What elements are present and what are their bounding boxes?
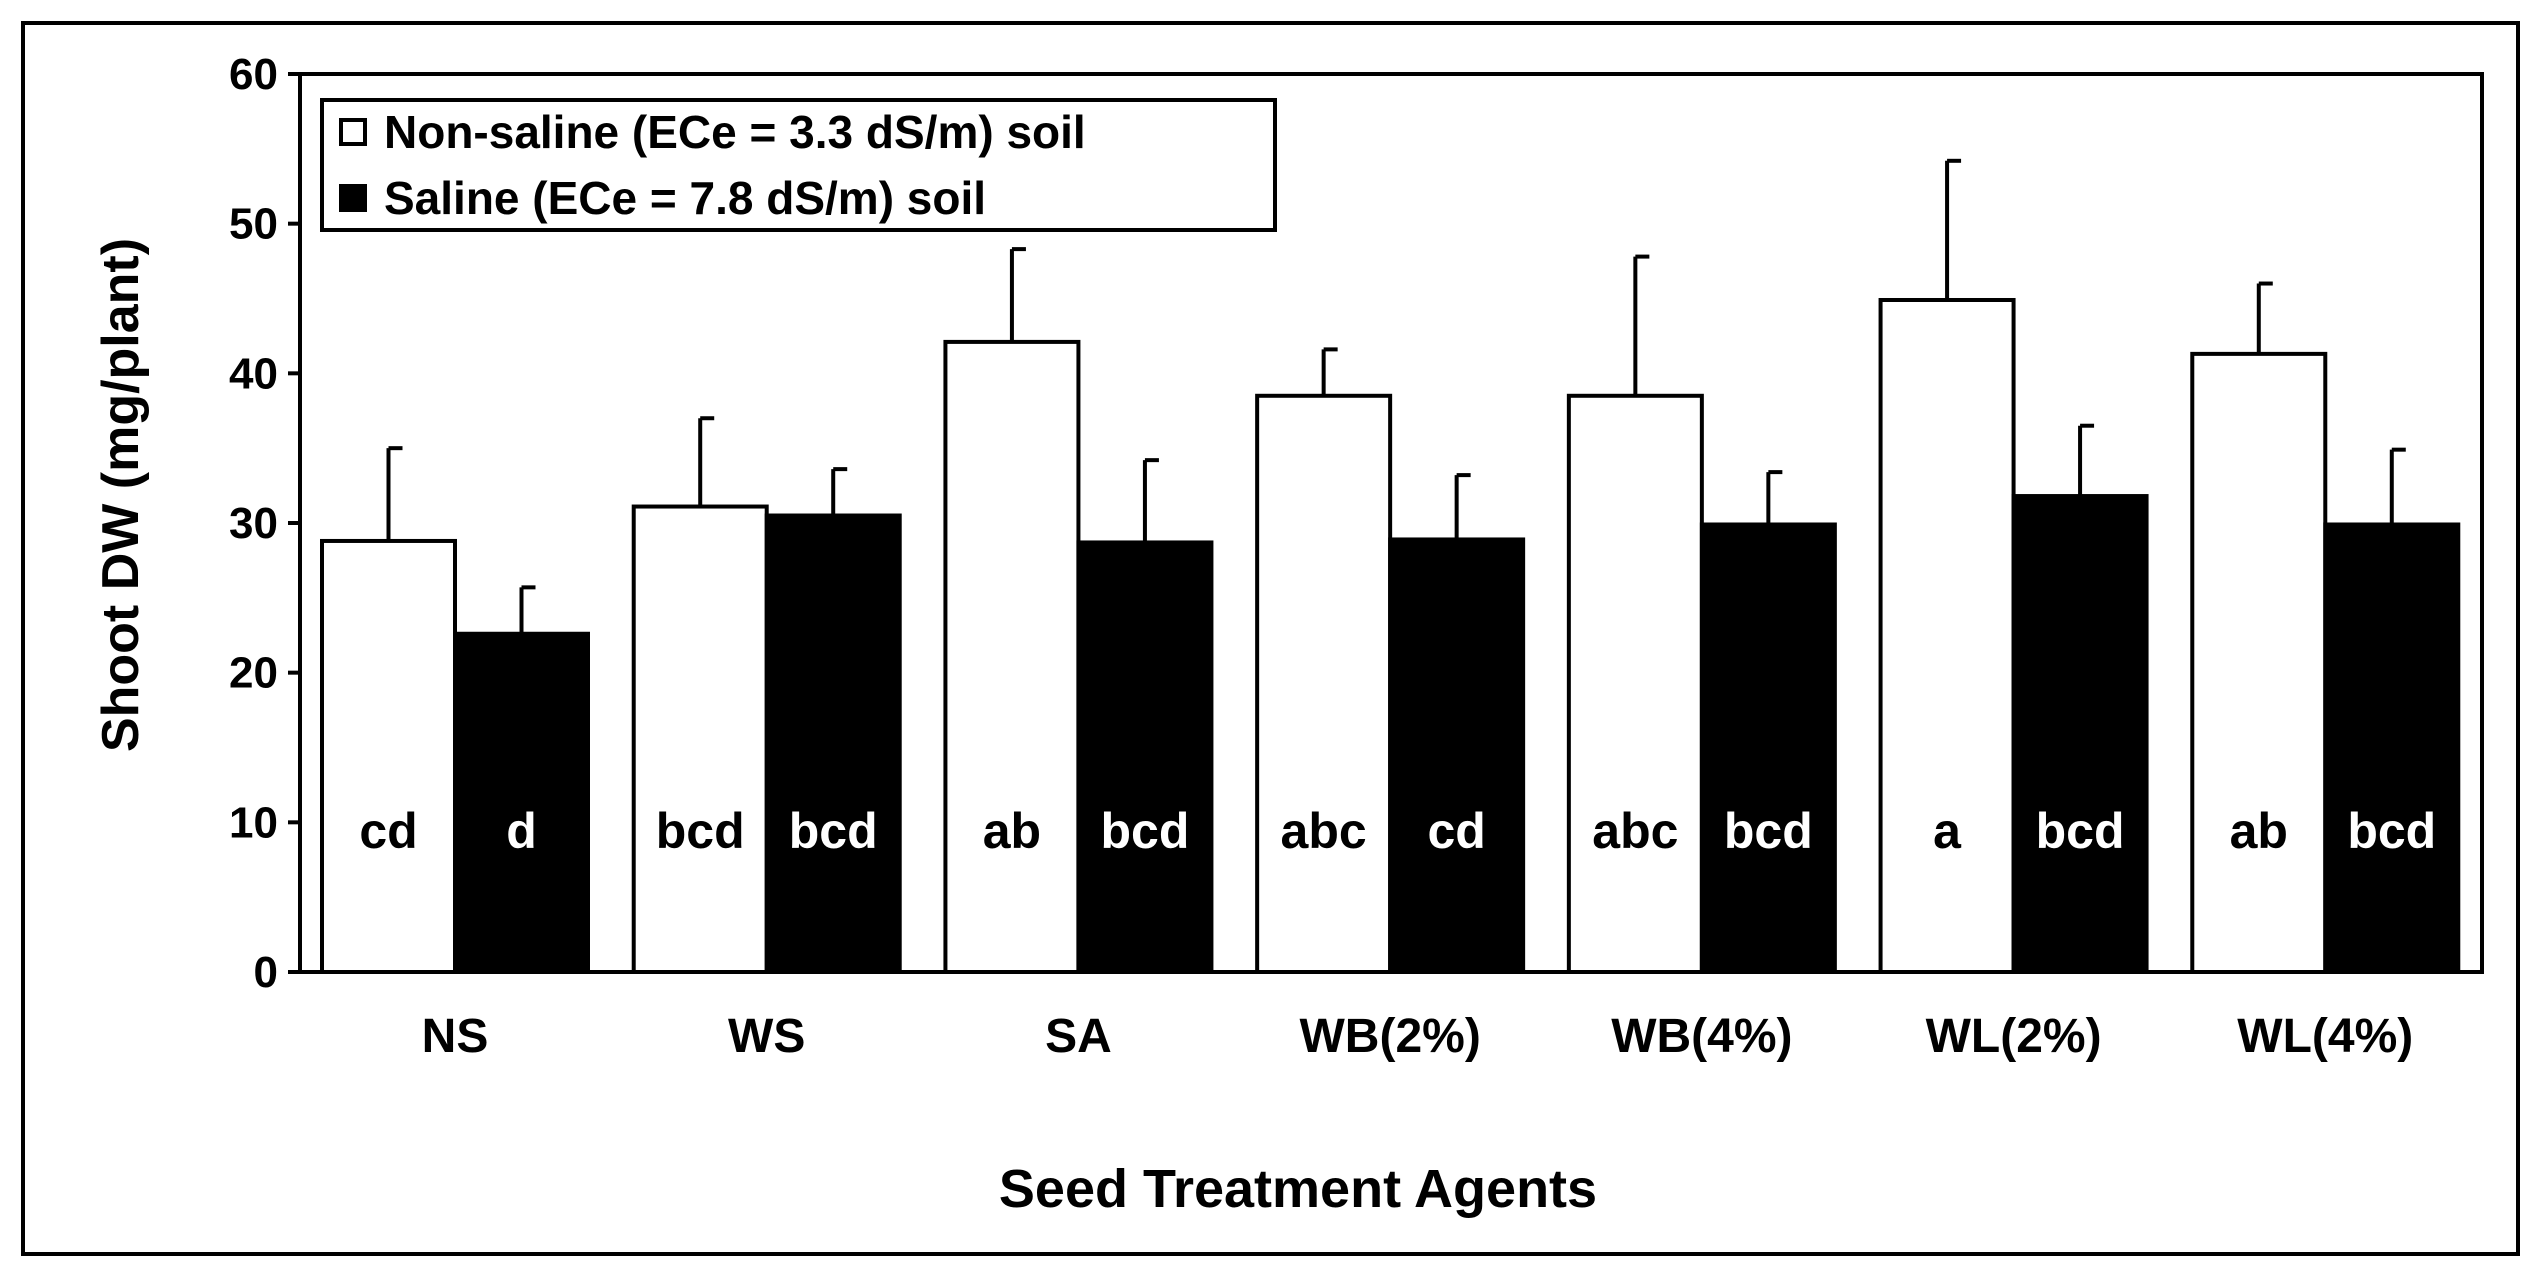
significance-letter: a [1933, 803, 1962, 859]
y-tick-label: 20 [229, 649, 278, 698]
y-tick-label: 0 [254, 948, 278, 997]
legend-label-non-saline: Non-saline (ECe = 3.3 dS/m) soil [384, 106, 1086, 158]
bar [1699, 522, 1837, 974]
significance-letter: bcd [2036, 803, 2125, 859]
bar [764, 513, 902, 974]
significance-letter: bcd [1724, 803, 1813, 859]
bar [1878, 297, 2016, 975]
x-tick-label: SA [1045, 1010, 1112, 1063]
y-tick-label: 30 [229, 499, 278, 548]
bar [1255, 393, 1393, 974]
significance-letters-layer: cd d bcd bcd ab bcd abc cd abc bcd a bcd ab bcd [359, 803, 2436, 859]
x-tick-label: WL(4%) [2237, 1010, 2413, 1063]
legend-box [320, 98, 1277, 232]
bar [453, 631, 590, 975]
y-axis: 0 10 20 30 40 50 60 [229, 50, 300, 997]
significance-letter: abc [1281, 803, 1367, 859]
bar [943, 339, 1081, 974]
bar [320, 538, 457, 975]
bar [2323, 522, 2461, 974]
significance-letter: cd [1427, 803, 1485, 859]
bar [1566, 393, 1704, 974]
significance-letter: bcd [656, 803, 745, 859]
y-tick-label: 40 [229, 349, 278, 398]
bar [1076, 540, 1214, 974]
y-tick-label: 50 [229, 200, 278, 249]
x-axis: NS WS SA WB(2%) WB(4%) WL(2%) WL(4%) [422, 1010, 2414, 1063]
x-tick-label: WB(2%) [1299, 1010, 1480, 1063]
legend-swatch-non-saline [339, 118, 367, 146]
bar [2190, 351, 2328, 975]
bar [1388, 537, 1526, 974]
significance-letter: ab [2230, 803, 2288, 859]
legend-swatch-saline [339, 184, 367, 212]
significance-letter: ab [983, 803, 1041, 859]
bar [631, 504, 769, 974]
significance-letter: bcd [2347, 803, 2436, 859]
significance-letter: bcd [789, 803, 878, 859]
significance-letter: bcd [1100, 803, 1189, 859]
x-tick-label: WS [728, 1010, 805, 1063]
y-tick-label: 60 [229, 50, 278, 99]
error-bars-layer [386, 158, 2406, 634]
y-axis-label: Shoot DW (mg/plant) [92, 238, 150, 752]
x-tick-label: WL(2%) [1926, 1010, 2102, 1063]
legend: Non-saline (ECe = 3.3 dS/m) soil Saline … [320, 98, 1277, 232]
bar [2011, 494, 2149, 974]
legend-label-saline: Saline (ECe = 7.8 dS/m) soil [384, 172, 986, 224]
y-tick-label: 10 [229, 798, 278, 847]
significance-letter: d [506, 803, 537, 859]
x-tick-label: WB(4%) [1611, 1010, 1792, 1063]
x-axis-label: Seed Treatment Agents [999, 1159, 1597, 1219]
bars-layer [320, 297, 2461, 975]
significance-letter: cd [359, 803, 417, 859]
significance-letter: abc [1592, 803, 1678, 859]
x-tick-label: NS [422, 1010, 489, 1063]
